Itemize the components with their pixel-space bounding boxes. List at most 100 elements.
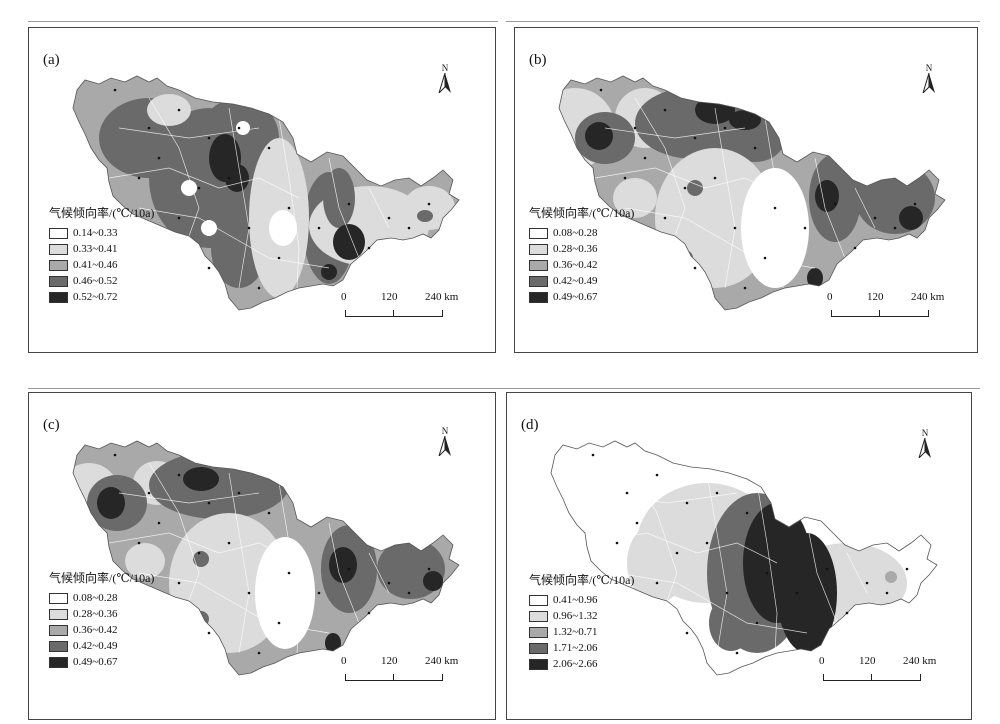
station-dot xyxy=(367,611,371,615)
scale-label-240: 240 km xyxy=(911,291,945,303)
climate-zone xyxy=(677,250,693,266)
scale-bar-b: 0 120 240 km xyxy=(827,291,947,327)
station-dot xyxy=(643,156,647,160)
climate-zone xyxy=(403,186,455,230)
legend-title-d: 气候倾向率/(℃/10a) xyxy=(529,573,635,587)
county-boundary xyxy=(596,492,738,504)
legend-item: 1.32~0.71 xyxy=(529,624,634,640)
choropleth-map-d xyxy=(550,440,938,676)
climate-zone xyxy=(585,122,613,150)
station-dot xyxy=(725,591,729,595)
county-boundary xyxy=(138,572,330,634)
county-boundary xyxy=(278,482,300,654)
county-boundary xyxy=(368,187,390,229)
legend-item: 0.42~0.49 xyxy=(529,273,634,289)
north-arrow-icon xyxy=(922,72,935,94)
county-boundary xyxy=(756,482,778,654)
climate-zone xyxy=(849,561,865,577)
legend-value: 0.96~1.32 xyxy=(553,610,598,622)
legend-item: 0.33~0.41 xyxy=(49,241,154,257)
county-boundary xyxy=(594,167,786,199)
climate-zone xyxy=(255,537,315,649)
legend-item: 0.41~0.96 xyxy=(529,592,634,608)
panel-label-b: (b) xyxy=(529,52,547,68)
legend-value: 0.49~0.67 xyxy=(553,291,598,303)
station-dot xyxy=(833,202,837,206)
legend-item: 1.71~2.06 xyxy=(529,640,634,656)
legend-swatch xyxy=(49,291,68,303)
station-dot xyxy=(227,176,231,180)
scale-label-120: 120 xyxy=(381,291,398,303)
climate-zone xyxy=(899,206,923,230)
north-arrow-icon xyxy=(918,437,931,459)
legend-item: 0.52~0.72 xyxy=(49,289,154,305)
scale-label-240: 240 km xyxy=(425,291,459,303)
legend-swatch xyxy=(529,642,548,654)
station-dot xyxy=(599,88,603,92)
station-dot xyxy=(247,591,251,595)
station-dot xyxy=(227,541,231,545)
legend-item: 0.41~0.46 xyxy=(49,257,154,273)
map-panel-b: (b) N 气候倾向率/(℃/10a) 0.08~0.28 0.28~0.36 … xyxy=(514,27,978,353)
north-arrow-d: N xyxy=(915,429,935,463)
station-dot xyxy=(635,521,639,525)
climate-zone xyxy=(687,180,703,196)
station-dot xyxy=(803,226,807,230)
station-dot xyxy=(763,256,767,260)
legend-item: 0.96~1.32 xyxy=(529,608,634,624)
legend-value: 0.08~0.28 xyxy=(553,227,598,239)
legend-value: 0.41~0.46 xyxy=(73,259,118,271)
scale-label-0: 0 xyxy=(341,291,347,303)
legend-swatch xyxy=(49,640,68,652)
station-dot xyxy=(745,511,749,515)
climate-zone xyxy=(323,168,355,228)
station-dot xyxy=(147,491,151,495)
station-dot xyxy=(615,541,619,545)
north-arrow-icon xyxy=(438,72,451,94)
county-boundary xyxy=(118,492,260,504)
station-dot xyxy=(427,567,431,571)
map-panel-c: (c) N 气候倾向率/(℃/10a) 0.08~0.28 0.28~0.36 … xyxy=(28,392,496,720)
legend-item: 0.42~0.49 xyxy=(49,638,154,654)
county-boundary xyxy=(586,532,778,564)
panel-label-d: (d) xyxy=(521,417,539,433)
legend-value: 0.52~0.72 xyxy=(73,291,118,303)
province-outline xyxy=(72,75,460,311)
station-dot xyxy=(663,108,667,112)
climate-zone xyxy=(815,180,839,212)
climate-zone xyxy=(325,633,341,653)
choropleth-map-c xyxy=(72,440,460,676)
scale-bar-tick xyxy=(879,310,880,316)
station-dot xyxy=(287,571,291,575)
station-dot xyxy=(685,631,689,635)
legend-c: 气候倾向率/(℃/10a) 0.08~0.28 0.28~0.36 0.36~0… xyxy=(49,569,154,670)
legend-swatch xyxy=(49,624,68,636)
station-dot xyxy=(137,176,141,180)
legend-swatch xyxy=(529,658,548,670)
county-boundary xyxy=(328,157,360,259)
station-dot xyxy=(633,126,637,130)
station-dot xyxy=(675,551,679,555)
county-boundary xyxy=(714,107,736,289)
climate-zone xyxy=(183,467,219,491)
station-dot xyxy=(655,581,659,585)
station-dot xyxy=(713,176,717,180)
climate-zone xyxy=(741,168,809,288)
legend-item: 0.28~0.36 xyxy=(49,606,154,622)
legend-value: 0.42~0.49 xyxy=(73,640,118,652)
province-outline xyxy=(550,440,938,676)
station-dot xyxy=(685,501,689,505)
legend-value: 1.71~2.06 xyxy=(553,642,598,654)
middle-rule xyxy=(28,388,980,389)
station-dot xyxy=(693,266,697,270)
station-dot xyxy=(625,491,629,495)
station-dot xyxy=(157,521,161,525)
north-arrow-c: N xyxy=(435,427,455,461)
county-boundary xyxy=(604,127,746,139)
station-dot xyxy=(157,156,161,160)
station-dot xyxy=(317,591,321,595)
station-dot xyxy=(207,501,211,505)
climate-zone xyxy=(329,547,357,583)
legend-swatch xyxy=(529,291,548,303)
climate-zone xyxy=(807,268,823,288)
